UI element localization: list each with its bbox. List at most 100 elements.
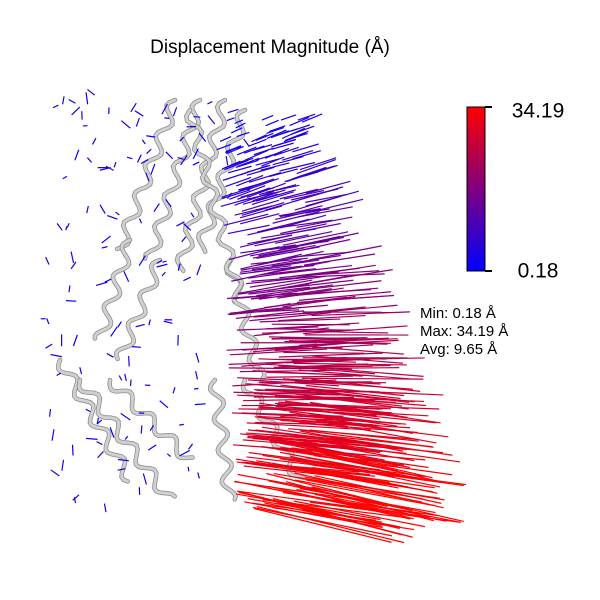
arrow xyxy=(305,280,382,291)
arrow xyxy=(138,255,147,267)
arrow xyxy=(192,148,199,160)
arrow xyxy=(252,502,376,521)
arrow xyxy=(313,455,453,476)
arrow xyxy=(140,159,149,165)
arrow xyxy=(234,119,244,125)
arrow xyxy=(66,222,70,228)
stat-max: Max: 34.19 Å xyxy=(420,323,508,340)
arrow xyxy=(99,204,106,214)
arrow xyxy=(241,199,280,212)
arrow xyxy=(237,377,323,383)
arrow xyxy=(255,151,283,161)
arrow xyxy=(253,147,274,156)
arrow xyxy=(237,279,313,295)
arrow xyxy=(130,102,137,113)
arrow xyxy=(107,214,118,220)
arrow xyxy=(285,400,388,414)
arrow xyxy=(164,117,170,119)
arrow xyxy=(95,281,108,287)
arrow xyxy=(244,462,370,476)
arrow xyxy=(271,138,296,148)
arrow xyxy=(240,253,302,270)
arrow xyxy=(163,320,173,324)
arrow xyxy=(187,443,194,450)
arrow xyxy=(310,500,431,518)
colorbar-tick-label: 0.18 xyxy=(518,260,559,283)
arrow xyxy=(228,306,301,316)
arrow xyxy=(279,336,355,340)
arrow xyxy=(252,435,375,445)
arrow xyxy=(135,323,145,328)
arrow xyxy=(219,136,232,142)
arrow xyxy=(302,408,429,417)
arrow xyxy=(248,138,267,147)
arrow xyxy=(278,314,366,322)
arrow xyxy=(234,205,273,216)
arrow xyxy=(147,444,157,451)
arrow xyxy=(279,235,341,250)
arrow xyxy=(292,458,425,478)
arrow xyxy=(272,210,320,224)
arrow xyxy=(232,293,292,300)
arrow xyxy=(72,334,78,347)
arrow xyxy=(250,246,299,257)
arrow xyxy=(305,180,351,194)
arrow xyxy=(113,161,117,168)
arrow xyxy=(246,177,279,191)
arrow xyxy=(279,205,323,218)
arrow xyxy=(96,419,103,425)
arrow xyxy=(62,96,65,105)
arrow xyxy=(299,157,337,171)
arrow xyxy=(156,263,168,268)
arrow xyxy=(314,338,398,343)
arrow xyxy=(248,286,310,295)
arrow xyxy=(45,256,50,265)
arrow xyxy=(271,254,341,267)
arrow xyxy=(101,235,111,244)
arrow xyxy=(292,438,415,462)
arrow xyxy=(256,218,310,233)
backbone xyxy=(208,378,238,501)
arrow xyxy=(258,381,373,384)
arrow xyxy=(226,192,233,200)
arrow xyxy=(254,507,392,543)
arrow xyxy=(305,384,405,397)
arrow xyxy=(192,161,200,166)
arrow xyxy=(198,132,207,142)
arrow xyxy=(255,158,280,166)
arrow xyxy=(181,236,187,243)
arrow xyxy=(196,264,202,276)
arrow xyxy=(120,412,131,421)
arrow xyxy=(239,205,283,219)
arrow xyxy=(149,425,155,432)
arrow xyxy=(240,164,269,176)
arrow xyxy=(244,149,269,161)
arrow xyxy=(242,439,360,451)
arrow xyxy=(239,369,334,373)
arrow xyxy=(106,353,114,358)
arrow xyxy=(183,223,192,231)
arrow xyxy=(289,411,413,434)
arrow xyxy=(294,479,435,507)
arrow xyxy=(240,258,302,271)
arrow xyxy=(156,259,163,264)
arrow xyxy=(269,125,286,133)
arrow xyxy=(305,190,359,207)
arrow xyxy=(71,444,74,456)
arrow xyxy=(259,318,341,323)
arrow xyxy=(176,221,185,227)
arrow xyxy=(96,441,103,446)
arrow xyxy=(177,263,181,271)
arrow xyxy=(280,223,327,235)
arrow xyxy=(166,453,171,457)
arrow xyxy=(117,321,122,328)
arrow xyxy=(248,451,381,471)
backbone xyxy=(77,378,177,498)
arrow xyxy=(234,190,275,206)
arrow xyxy=(289,116,310,127)
arrow xyxy=(56,222,63,231)
arrow xyxy=(307,304,398,315)
arrow xyxy=(225,145,242,154)
arrow xyxy=(281,127,306,140)
arrow xyxy=(65,300,77,302)
